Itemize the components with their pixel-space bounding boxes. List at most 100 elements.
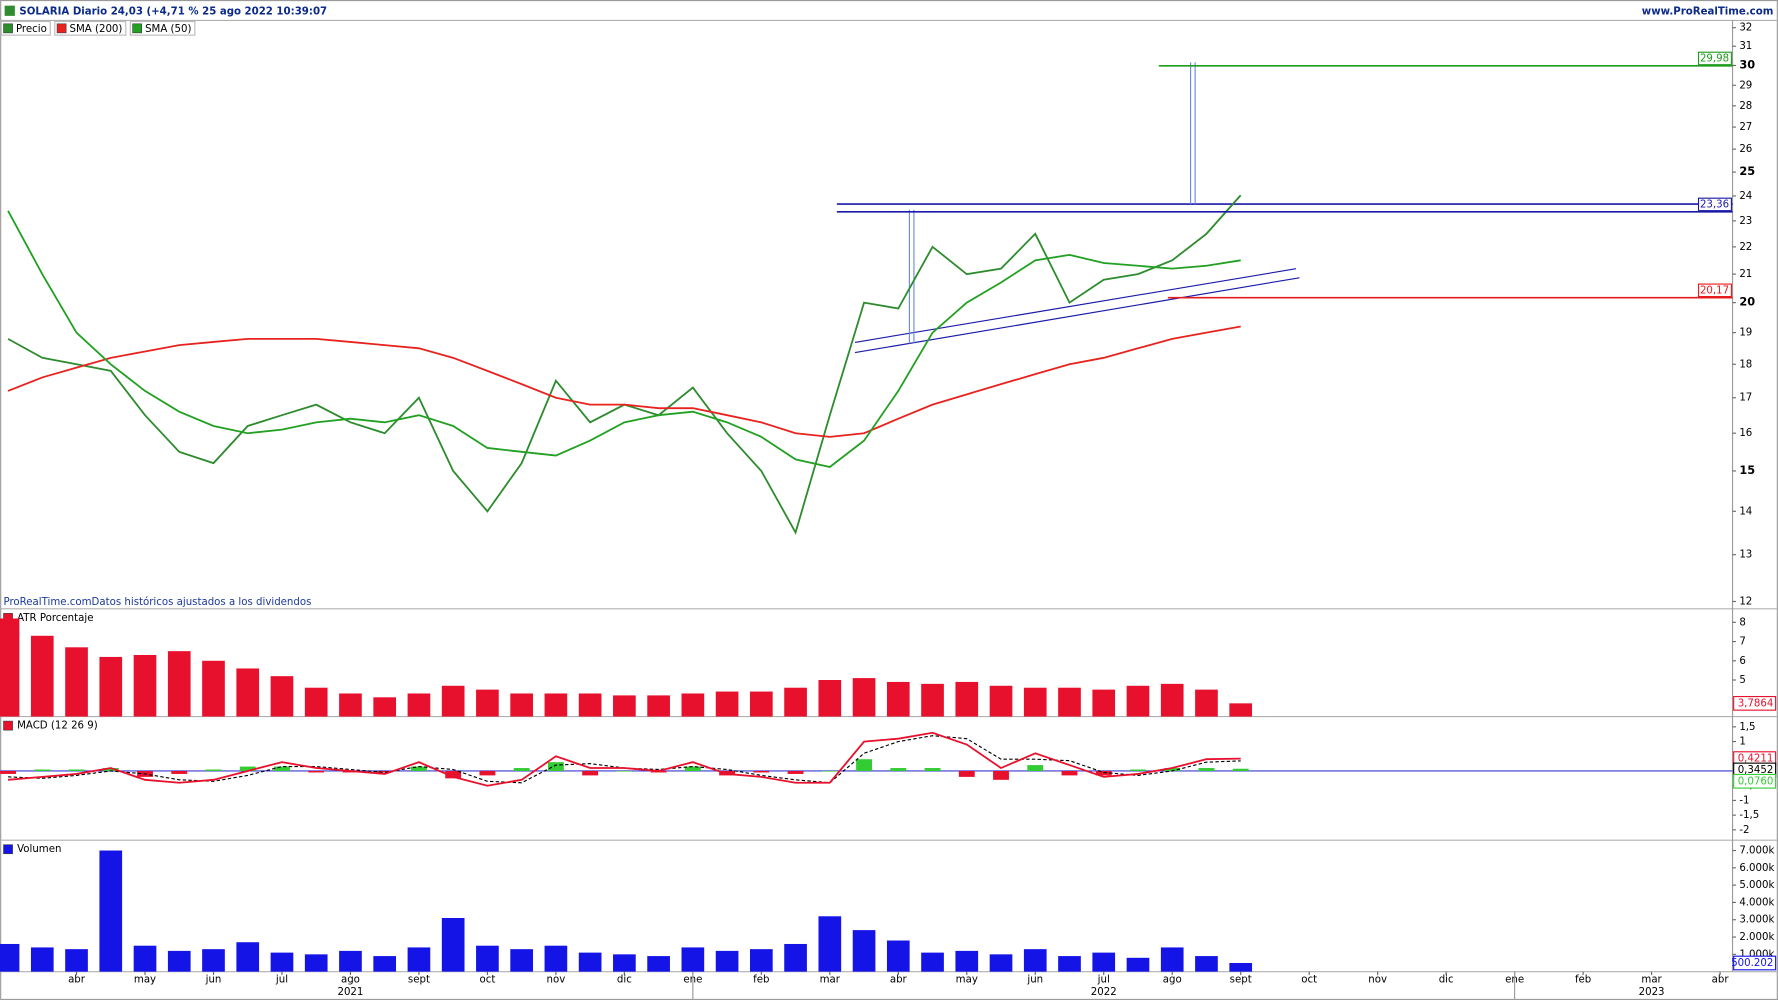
bar — [886, 681, 910, 717]
bar — [30, 947, 54, 972]
bar — [890, 768, 907, 771]
bar — [407, 947, 431, 972]
bar — [376, 770, 393, 773]
bar — [681, 693, 705, 717]
y-tick-label: 8 — [1739, 617, 1745, 628]
bar — [1232, 768, 1249, 771]
bar — [65, 647, 88, 717]
bar — [99, 850, 123, 972]
bar — [715, 950, 739, 972]
y-tick-label: 16 — [1739, 428, 1752, 439]
x-tick-label: dic — [1439, 975, 1454, 986]
bar — [441, 918, 465, 972]
bar — [1164, 768, 1181, 771]
x-tick-label: feb — [1575, 975, 1591, 986]
bar — [921, 683, 944, 717]
bar — [102, 768, 119, 771]
bar — [167, 651, 191, 717]
bar — [1023, 687, 1047, 717]
bar — [544, 693, 568, 717]
value-label: 0,4211 — [1738, 754, 1774, 765]
x-tick-label: sept — [408, 975, 430, 986]
y-tick-label: -1 — [1739, 795, 1749, 806]
bar — [202, 660, 225, 717]
line-series — [7, 731, 1241, 787]
bar — [339, 950, 362, 972]
legend-label: SMA (200) — [70, 24, 123, 35]
x-tick-label: abr — [1712, 975, 1730, 986]
y-tick-label: 29 — [1739, 80, 1752, 91]
value-label-box — [1733, 955, 1777, 971]
bar — [784, 687, 807, 717]
bar — [239, 766, 256, 771]
bar — [958, 770, 975, 777]
value-label-box — [1733, 773, 1777, 789]
bar — [0, 943, 20, 972]
y-tick-label: 1.000k — [1739, 949, 1774, 960]
y-tick-label: 23 — [1739, 216, 1752, 227]
y-tick-label: 7.000k — [1739, 846, 1774, 857]
year-label: 2023 — [1639, 987, 1665, 998]
bar — [1092, 689, 1116, 717]
bar — [1229, 962, 1253, 972]
bar — [547, 762, 564, 771]
year-label: 2021 — [337, 987, 363, 998]
bar — [274, 766, 290, 771]
bar — [818, 680, 842, 717]
bar — [647, 956, 670, 972]
bar — [476, 945, 499, 972]
bar — [1160, 683, 1184, 717]
trend-line — [854, 268, 1297, 343]
bar — [0, 618, 20, 717]
level-label: 23,36 — [1700, 199, 1729, 210]
bar — [784, 943, 807, 972]
bar — [1229, 703, 1253, 717]
bar — [955, 950, 979, 972]
year-label: 2022 — [1091, 987, 1117, 998]
y-tick-label: 6.000k — [1739, 863, 1774, 874]
x-tick-label: ago — [341, 975, 360, 986]
y-tick-label: 5.000k — [1739, 880, 1774, 891]
bar — [133, 655, 157, 717]
level-label-box — [1697, 51, 1732, 66]
x-tick-label: abr — [890, 975, 908, 986]
bar — [924, 768, 941, 771]
y-tick-label: 5 — [1739, 675, 1745, 686]
bar — [715, 691, 739, 717]
bar — [270, 676, 294, 717]
bar — [407, 693, 431, 717]
y-tick-label: 1,5 — [1739, 722, 1755, 733]
bar — [684, 766, 701, 771]
bar — [955, 681, 979, 717]
y-tick-label: 31 — [1739, 41, 1752, 52]
x-tick-label: ago — [1163, 975, 1182, 986]
legend-swatch — [3, 23, 13, 34]
panel-title: ATR Porcentaje — [17, 613, 93, 624]
y-tick-label: 19 — [1739, 328, 1752, 339]
level-label-box — [1697, 283, 1732, 298]
bar — [236, 668, 260, 717]
bar — [1130, 769, 1146, 771]
bar — [818, 916, 842, 972]
bar — [544, 945, 568, 972]
line-series — [7, 210, 1241, 468]
level-label: 29,98 — [1700, 53, 1729, 64]
bar — [821, 770, 838, 772]
bar — [510, 949, 533, 972]
level-label-box — [1697, 197, 1732, 212]
y-tick-label: 22 — [1739, 242, 1752, 253]
x-tick-label: feb — [753, 975, 769, 986]
value-label: 0,3452 — [1738, 765, 1774, 776]
bar — [479, 770, 496, 776]
y-tick-label: 15 — [1739, 463, 1755, 477]
x-tick-label: jun — [205, 975, 222, 986]
bar — [0, 770, 16, 774]
bar — [989, 954, 1013, 972]
x-tick-label: jul — [275, 975, 288, 986]
bar — [1023, 949, 1047, 972]
bar — [304, 687, 328, 717]
bar — [578, 952, 602, 972]
bar — [410, 766, 427, 771]
